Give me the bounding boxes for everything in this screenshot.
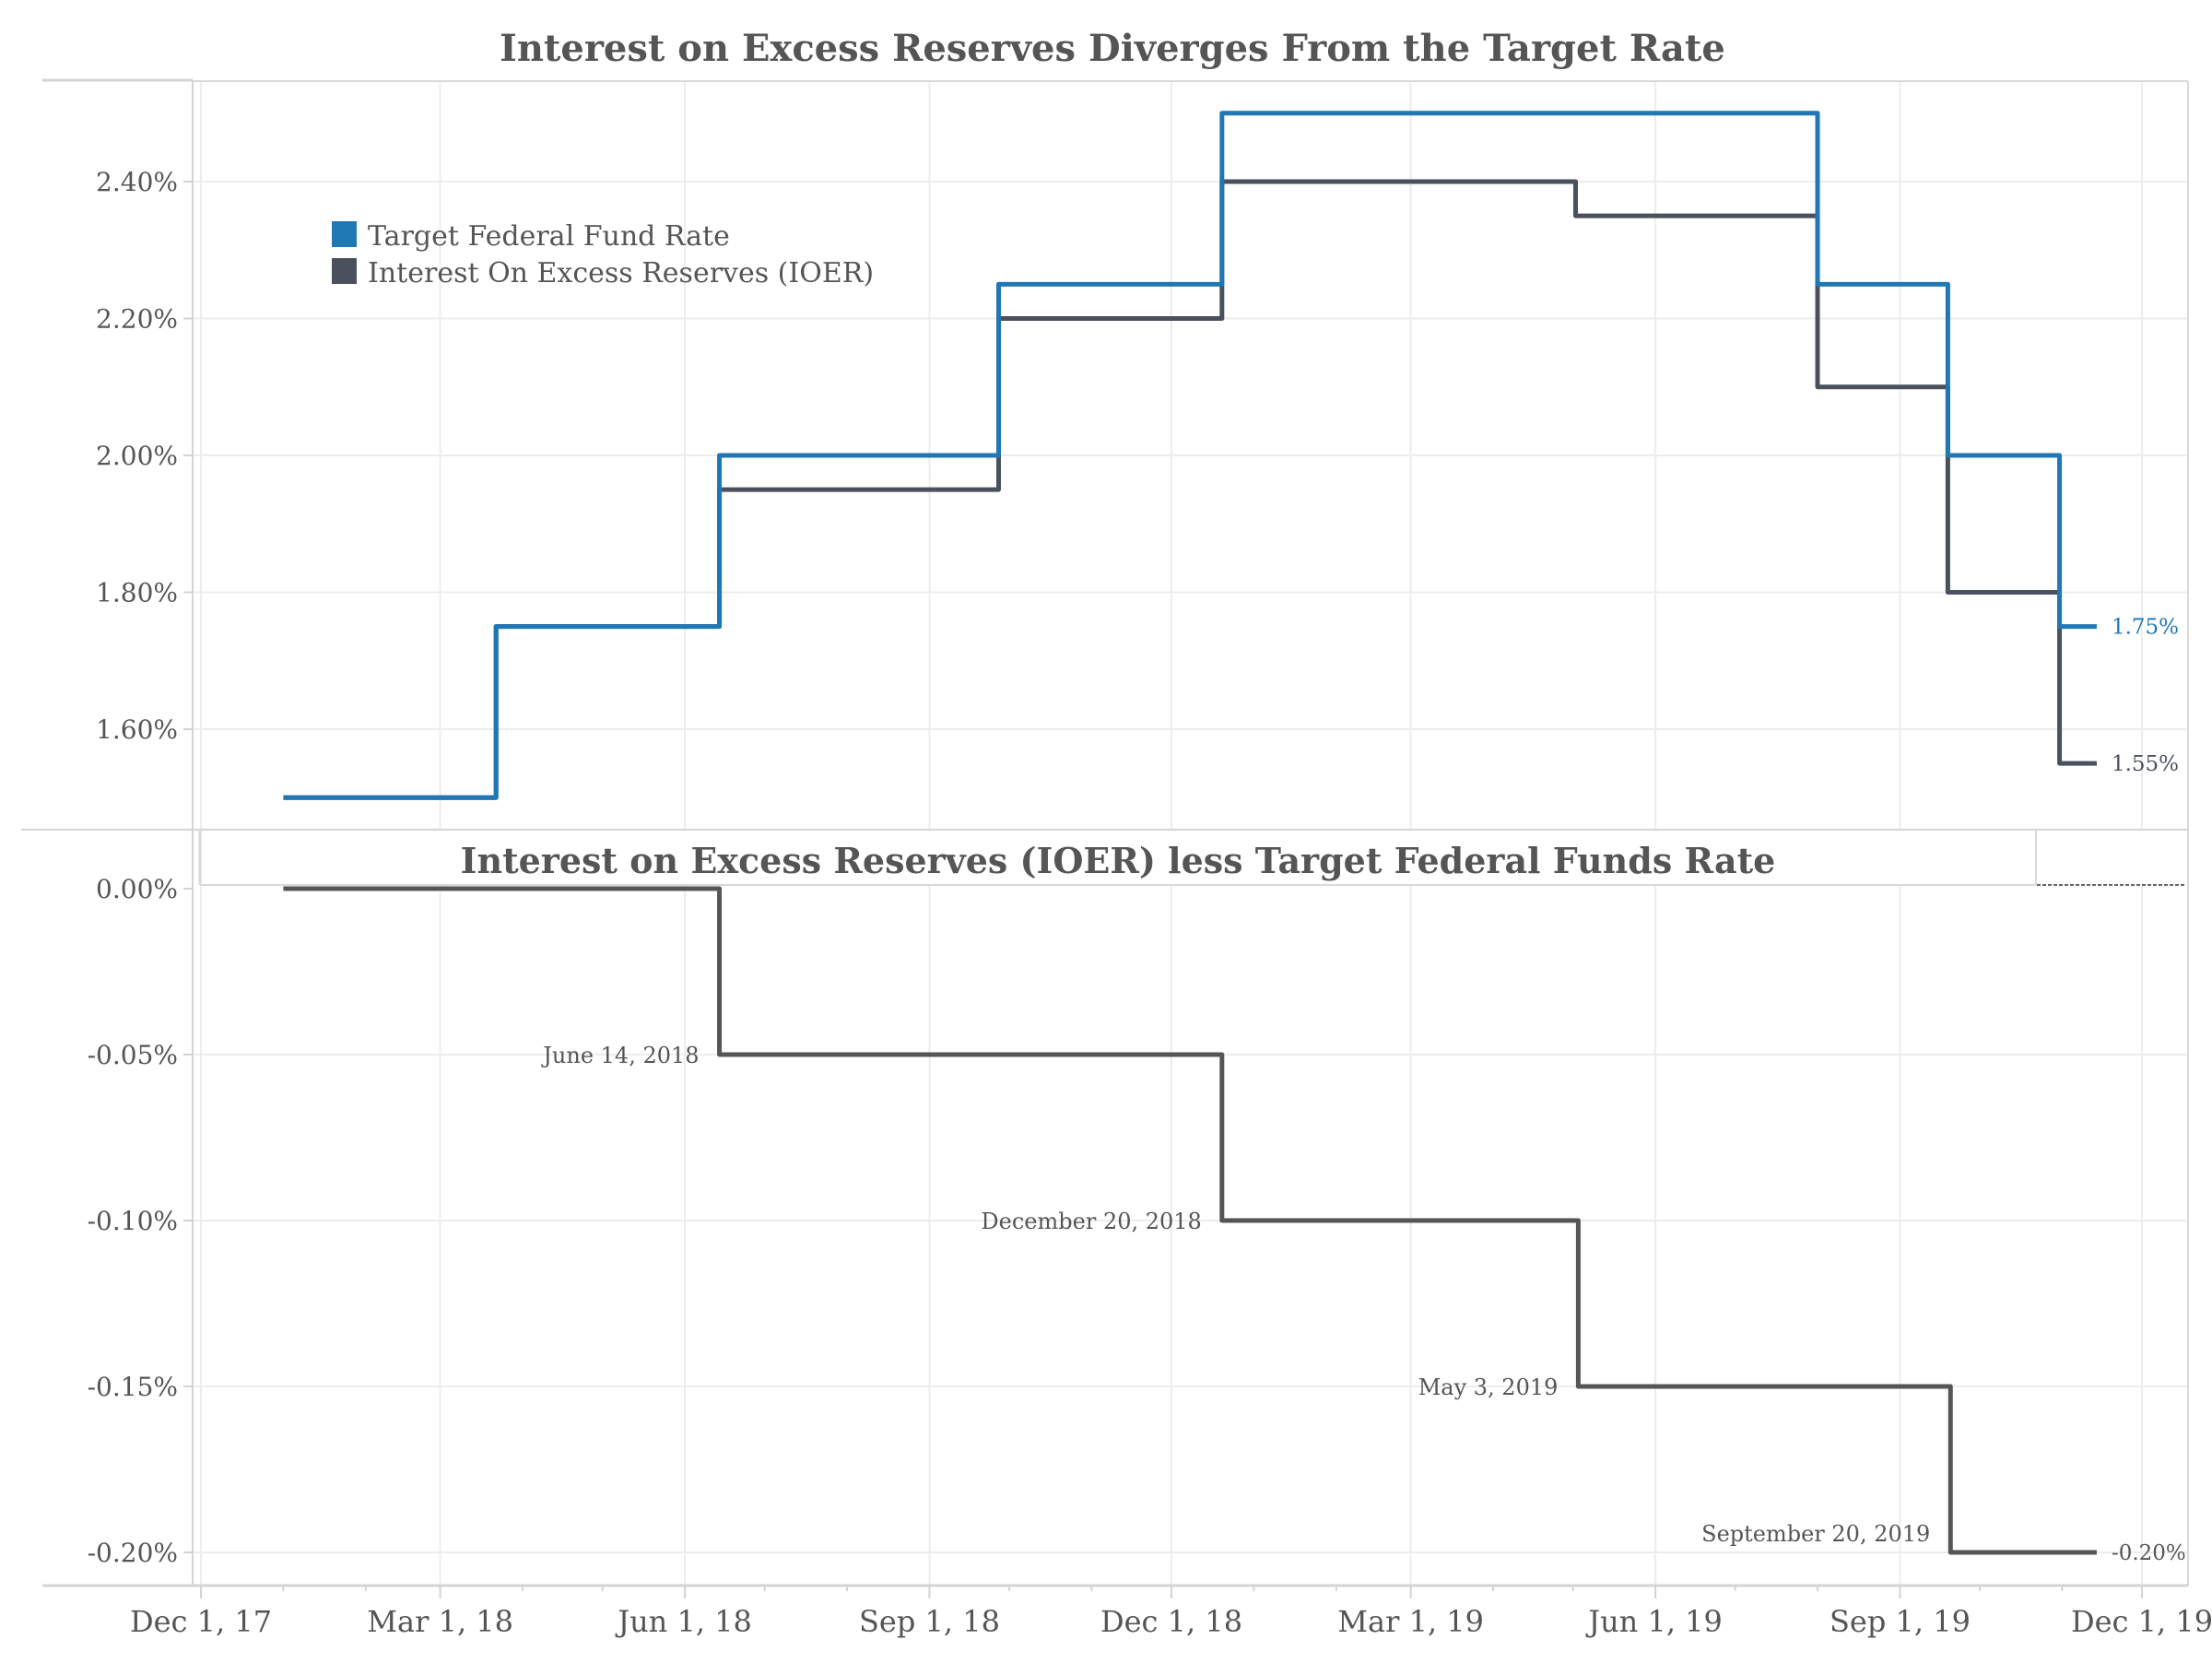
svg-text:Mar 1, 19: Mar 1, 19 [1337, 1604, 1484, 1639]
bottom-chart-gridlines [194, 886, 2187, 1585]
top-chart-y-axis: 1.60% 1.80% 2.00% 2.20% 2.40% [96, 167, 193, 745]
chart-labels: 1.75% 1.55% -0.20% June 14, 2018 December 20… [540, 616, 2185, 1565]
svg-text:2.40%: 2.40% [96, 167, 178, 197]
svg-text:-0.05%: -0.05% [88, 1040, 178, 1070]
svg-text:1.80%: 1.80% [96, 578, 178, 608]
legend-swatch-ioer [332, 258, 357, 284]
chart-series [283, 111, 2097, 1555]
svg-text:-0.15%: -0.15% [88, 1372, 178, 1402]
svg-text:Mar 1, 18: Mar 1, 18 [367, 1604, 513, 1639]
legend: Target Federal Fund Rate Interest On Exc… [332, 220, 874, 289]
target-rate-end-label: 1.75% [2112, 616, 2179, 640]
legend-label-ioer: Interest On Excess Reserves (IOER) [368, 257, 874, 289]
target-rate-line [283, 111, 2097, 800]
bottom-chart-y-axis: 0.00% -0.05% -0.10% -0.15% -0.20% [88, 874, 193, 1568]
legend-label-target-rate: Target Federal Fund Rate [368, 220, 730, 253]
bottom-chart-title-box [198, 830, 2186, 886]
spread-line [283, 886, 2097, 1555]
svg-text:-0.20%: -0.20% [88, 1538, 178, 1568]
svg-text:2.20%: 2.20% [96, 304, 178, 335]
svg-text:Sep 1, 18: Sep 1, 18 [859, 1604, 1000, 1639]
chart-frame [21, 78, 2189, 1587]
svg-text:Jun 1, 18: Jun 1, 18 [615, 1604, 752, 1639]
svg-text:Dec 1, 17: Dec 1, 17 [130, 1604, 272, 1639]
legend-swatch-target-rate [332, 221, 357, 247]
x-axis: Dec 1, 17 Mar 1, 18 Jun 1, 18 Sep 1, 18 Dec … [130, 1586, 2212, 1639]
svg-text:Sep 1, 19: Sep 1, 19 [1830, 1604, 1971, 1639]
svg-text:0.00%: 0.00% [96, 874, 178, 904]
svg-text:1.60%: 1.60% [96, 714, 178, 745]
annotation-label: May 3, 2019 [1418, 1374, 1559, 1400]
bottom-chart-title: Interest on Excess Reserves (IOER) less … [461, 840, 1776, 881]
svg-text:Dec 1, 18: Dec 1, 18 [1100, 1604, 1242, 1639]
ioer-end-label: 1.55% [2112, 752, 2179, 776]
spread-end-label: -0.20% [2112, 1541, 2186, 1565]
annotation-label: September 20, 2019 [1701, 1521, 1930, 1547]
annotation-label: June 14, 2018 [540, 1043, 699, 1068]
top-chart-gridlines [194, 82, 2187, 829]
svg-text:-0.10%: -0.10% [88, 1206, 178, 1236]
top-chart-title: Interest on Excess Reserves Diverges Fro… [500, 27, 1725, 70]
svg-text:Jun 1, 19: Jun 1, 19 [1585, 1604, 1723, 1639]
svg-text:Dec 1, 19: Dec 1, 19 [2071, 1604, 2212, 1639]
svg-text:2.00%: 2.00% [96, 441, 178, 471]
annotation-label: December 20, 2018 [981, 1209, 1201, 1234]
